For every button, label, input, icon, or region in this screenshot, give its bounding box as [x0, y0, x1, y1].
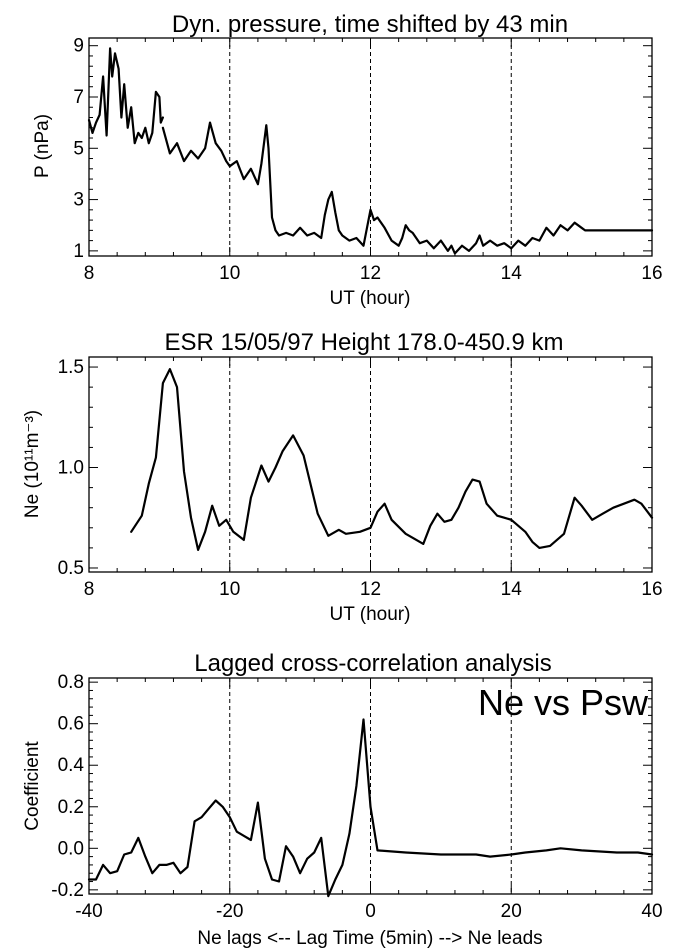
- correlation-y-tick-label: -0.2: [51, 880, 84, 901]
- pressure-series-line: [87, 47, 164, 145]
- pressure-x-tick-labels: 8 10 12 14 16: [84, 263, 663, 284]
- correlation-x-axis-label: Ne lags <-- Lag Time (5min) --> Ne leads: [197, 928, 542, 949]
- pressure-x-tick-label: 10: [219, 263, 240, 284]
- correlation-y-tick-label: 0.8: [58, 672, 84, 693]
- correlation-series: [87, 718, 654, 898]
- pressure-y-tick-label: 7: [73, 87, 84, 108]
- density-series-line: [130, 368, 654, 551]
- correlation-annotation: Ne vs Psw: [478, 682, 649, 723]
- correlation-y-tick-label: 0.6: [58, 714, 84, 735]
- correlation-panel: Lagged cross-correlation analysis -40 -20…: [22, 650, 663, 949]
- pressure-y-tick-label: 5: [73, 138, 84, 159]
- correlation-y-tick-label: 0.2: [58, 797, 84, 818]
- density-y-tick-label: 1.0: [58, 458, 84, 479]
- pressure-series: [87, 47, 654, 255]
- correlation-x-tick-labels: -40 -20 0 20 40: [75, 901, 662, 922]
- density-y-tick-labels: 0.5 1.0 1.5: [58, 357, 84, 579]
- pressure-y-tick-label: 1: [73, 241, 84, 262]
- correlation-y-tick-label: 0.4: [58, 755, 85, 776]
- correlation-x-tick-label: 0: [365, 901, 376, 922]
- pressure-x-axis-label: UT (hour): [330, 288, 411, 309]
- pressure-y-tick-label: 9: [73, 36, 84, 57]
- density-title: ESR 15/05/97 Height 178.0-450.9 km: [165, 329, 564, 356]
- pressure-y-tick-label: 3: [73, 190, 84, 211]
- correlation-x-tick-label: -40: [75, 901, 102, 922]
- density-reference-lines: [229, 357, 512, 572]
- density-series: [130, 368, 654, 551]
- density-x-tick-label: 8: [84, 579, 95, 600]
- correlation-y-axis-label: Coefficient: [22, 741, 43, 831]
- pressure-title: Dyn. pressure, time shifted by 43 min: [172, 11, 568, 38]
- density-x-tick-label: 14: [501, 579, 523, 600]
- pressure-y-tick-labels: 1 3 5 7 9: [73, 36, 84, 262]
- correlation-series-line: [87, 718, 654, 898]
- correlation-x-tick-label: 40: [641, 901, 662, 922]
- density-y-tick-label: 1.5: [58, 357, 84, 378]
- pressure-x-tick-label: 8: [84, 263, 95, 284]
- correlation-x-tick-label: -20: [216, 901, 243, 922]
- correlation-title: Lagged cross-correlation analysis: [194, 650, 552, 677]
- density-panel: ESR 15/05/97 Height 178.0-450.9 km 8 10 12…: [22, 329, 663, 625]
- pressure-series-line: [161, 121, 654, 255]
- pressure-x-tick-label: 14: [501, 263, 523, 284]
- density-x-tick-labels: 8 10 12 14 16: [84, 579, 663, 600]
- density-x-tick-label: 16: [641, 579, 662, 600]
- correlation-x-tick-label: 20: [501, 901, 522, 922]
- density-y-axis-label: Ne (10¹¹m⁻³): [22, 410, 43, 518]
- density-tick-marks: [88, 357, 653, 572]
- correlation-y-tick-labels: -0.2 0.0 0.2 0.4 0.6 0.8: [51, 672, 84, 901]
- pressure-tick-marks: [88, 38, 653, 256]
- correlation-tick-marks: [88, 678, 653, 894]
- pressure-x-tick-label: 16: [641, 263, 662, 284]
- density-x-tick-label: 12: [360, 579, 381, 600]
- pressure-y-axis-label: P (nPa): [32, 114, 53, 178]
- pressure-x-tick-label: 12: [360, 263, 381, 284]
- density-x-axis-label: UT (hour): [330, 604, 411, 625]
- density-x-tick-label: 10: [219, 579, 240, 600]
- density-y-tick-label: 0.5: [58, 558, 84, 579]
- correlation-reference-lines: [229, 678, 512, 894]
- correlation-y-tick-label: 0.0: [58, 838, 84, 859]
- pressure-reference-lines: [229, 38, 512, 256]
